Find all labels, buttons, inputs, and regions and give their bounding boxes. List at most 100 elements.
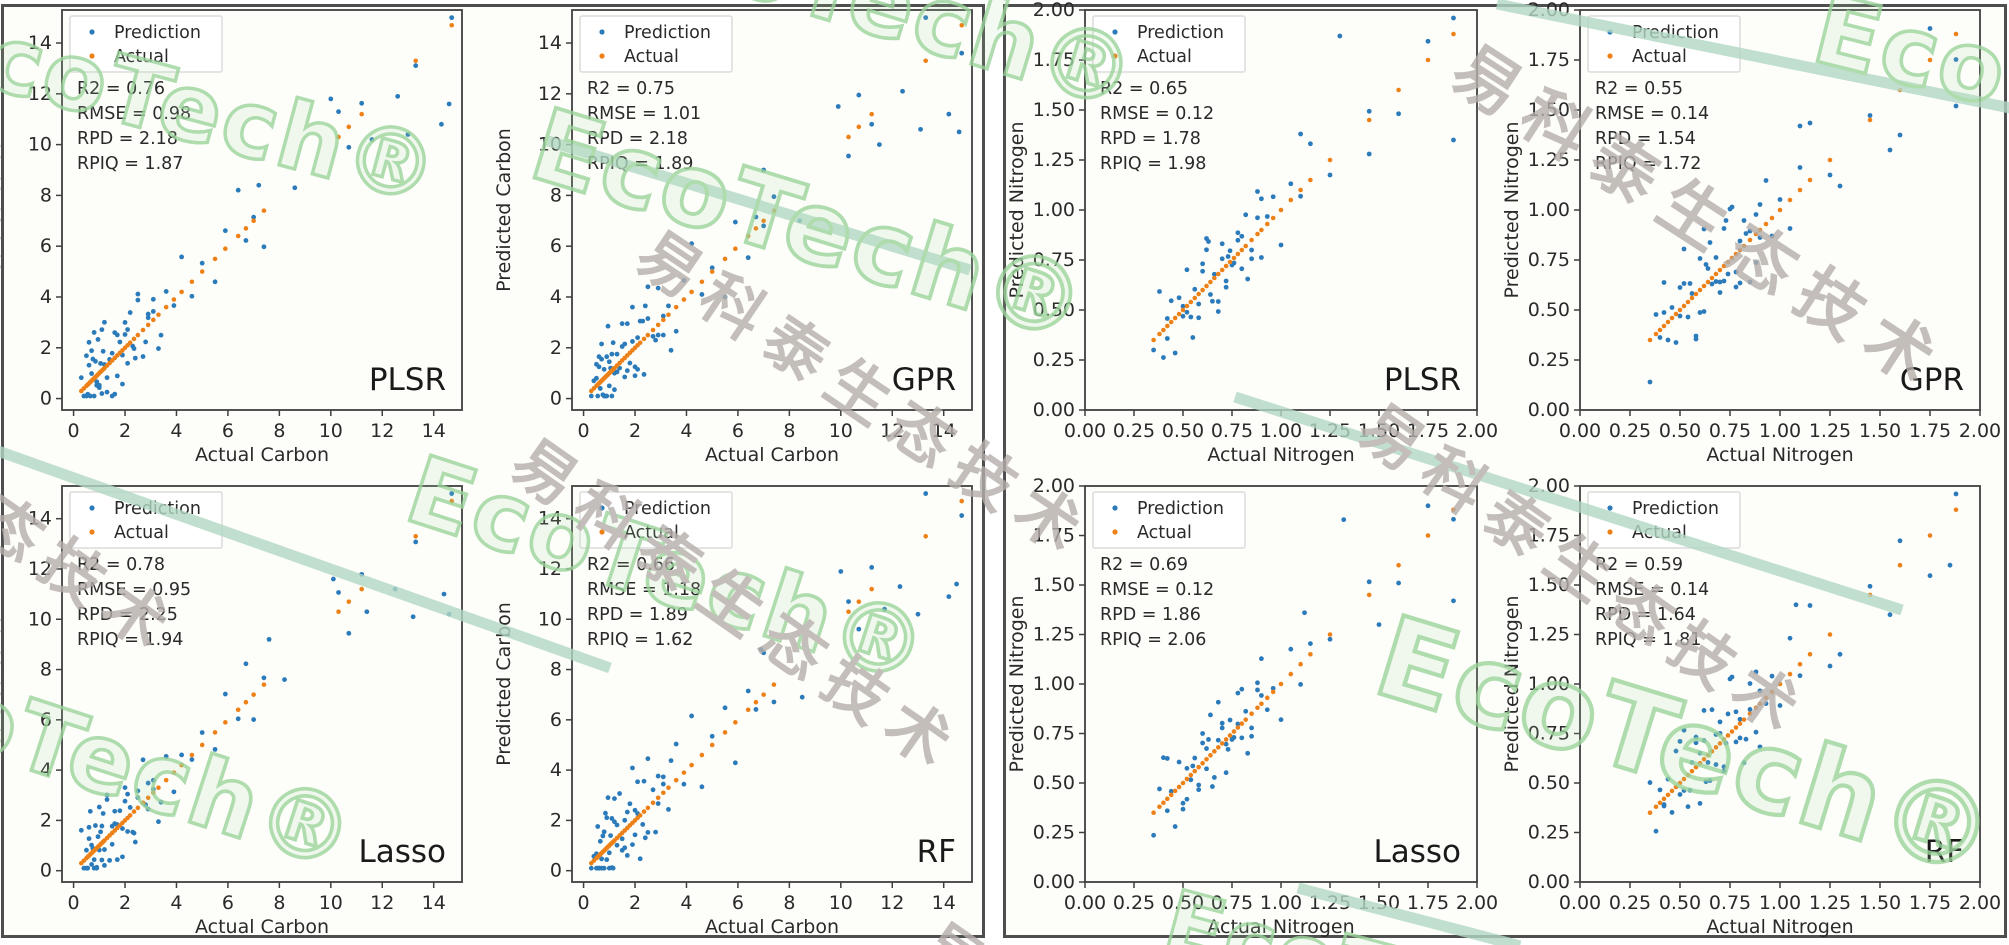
y-tick-label: 2 [550,337,562,359]
stats-line: RPIQ = 1.72 [1595,154,1701,174]
legend: Prediction Actual [1587,491,1741,549]
y-tick-label: 1.50 [1033,99,1075,121]
stats-line: RPD = 1.54 [1595,129,1696,149]
legend: Prediction Actual [69,15,223,73]
prediction-points [1151,15,1456,360]
legend-label-actual: Actual [1137,47,1192,67]
y-tick-label: 4 [40,286,52,308]
stats-line: RMSE = 0.12 [1100,104,1214,124]
prediction-points [78,15,455,399]
model-label: PLSR [369,362,446,398]
y-tick-label: 0 [40,388,52,410]
stats-line: RMSE = 0.14 [1595,104,1709,124]
y-tick-label: 6 [40,235,52,257]
y-tick-label: 0 [550,860,562,882]
stats-line: RMSE = 1.18 [587,580,701,600]
y-tick-label: 0 [550,388,562,410]
x-tick-label: 14 [422,420,446,442]
legend-actual-marker [1112,53,1118,59]
model-label: Lasso [358,834,446,870]
y-tick-label: 10 [28,608,52,630]
y-tick-label: 12 [538,83,562,105]
plot-plsr-carbon: 00 2 2 4 4 6 6 8 8 10 10 12 12 14 14 Actual Carbon Predi… [0,9,463,466]
y-tick-label: 12 [28,558,52,580]
x-tick-label: 1.00 [1759,892,1801,914]
legend-label-actual: Actual [1137,523,1192,543]
legend-actual-marker [1112,529,1118,535]
legend-actual-marker [1607,53,1613,59]
stats-line: RPD = 2.25 [77,605,178,625]
y-tick-label: 10 [538,608,562,630]
prediction-points [588,491,965,871]
x-tick-label: 4 [170,892,182,914]
x-tick-label: 0.25 [1609,420,1651,442]
x-tick-label: 2 [629,892,641,914]
x-tick-label: 0.50 [1162,892,1204,914]
legend-label-prediction: Prediction [1632,23,1719,43]
x-tick-label: 0.75 [1709,892,1751,914]
y-axis-label: Predicted Carbon [0,602,5,766]
x-tick-label: 1.25 [1809,892,1851,914]
x-tick-label: 10 [319,420,343,442]
stats-line: RPIQ = 1.94 [77,630,183,650]
stats-line: RMSE = 0.95 [77,580,191,600]
x-tick-label: 0.50 [1659,892,1701,914]
x-tick-label: 1.00 [1260,420,1302,442]
y-tick-label: 10 [538,134,562,156]
x-tick-label: 2.00 [1959,420,2001,442]
y-tick-label: 6 [550,709,562,731]
y-tick-label: 6 [550,235,562,257]
legend-label-prediction: Prediction [114,23,201,43]
y-tick-label: 1.00 [1033,199,1075,221]
x-tick-label: 6 [222,892,234,914]
x-tick-label: 4 [170,420,182,442]
y-tick-label: 12 [28,83,52,105]
x-tick-label: 0.00 [1064,892,1106,914]
y-tick-label: 12 [538,558,562,580]
x-tick-label: 1.50 [1859,892,1901,914]
model-label: RF [1925,834,1964,870]
y-tick-label: 0.25 [1033,822,1075,844]
y-tick-label: 14 [538,32,562,54]
actual-points [1647,31,1959,343]
legend-label-actual: Actual [624,523,679,543]
x-tick-label: 14 [932,892,956,914]
x-tick-label: 0 [68,892,80,914]
x-axis-label: Actual Carbon [195,444,329,466]
y-tick-label: 0.75 [1528,723,1570,745]
legend-actual-marker [599,53,605,59]
stats-line: RPIQ = 1.87 [77,154,183,174]
legend-label-actual: Actual [624,47,679,67]
x-tick-label: 12 [880,892,904,914]
legend-label-actual: Actual [114,523,169,543]
legend: Prediction Actual [69,491,223,549]
x-tick-label: 1.25 [1309,420,1351,442]
x-axis-label: Actual Carbon [195,916,329,938]
x-tick-label: 1.00 [1759,420,1801,442]
stats-line: RPD = 2.18 [587,129,688,149]
y-tick-label: 2 [40,809,52,831]
y-tick-label: 8 [550,659,562,681]
legend-label-prediction: Prediction [114,499,201,519]
y-tick-label: 0.75 [1033,249,1075,271]
x-tick-label: 2.00 [1959,892,2001,914]
x-tick-label: 8 [783,420,795,442]
plot-gpr-carbon: 00 2 2 4 4 6 6 8 8 10 10 12 12 14 14 Actual Carbon Predi… [493,9,973,466]
stats-line: RMSE = 0.12 [1100,580,1214,600]
x-tick-label: 0.00 [1559,420,1601,442]
x-tick-label: 0.25 [1113,892,1155,914]
y-tick-label: 1.75 [1528,525,1570,547]
plot-plsr-nitrogen: 0.000.00 0.25 0.25 0.50 0.50 0.75 0.75 1.00 1.00… [1006,0,1498,466]
stats-block: R2 = 0.75 RMSE = 1.01 RPD = 2.18 RPIQ = 1.8… [587,79,701,174]
stats-line: RPD = 1.78 [1100,129,1201,149]
y-tick-label: 2 [550,809,562,831]
y-tick-label: 0.25 [1528,822,1570,844]
x-tick-label: 14 [422,892,446,914]
plot-lasso-carbon: 00 2 2 4 4 6 6 8 8 10 10 12 12 14 14 Actual Carbon Predi… [0,485,463,938]
legend-prediction-marker [1607,29,1613,35]
actual-points [78,22,455,394]
legend-box [1092,15,1246,73]
x-tick-label: 0.00 [1064,420,1106,442]
stats-line: RMSE = 0.14 [1595,580,1709,600]
